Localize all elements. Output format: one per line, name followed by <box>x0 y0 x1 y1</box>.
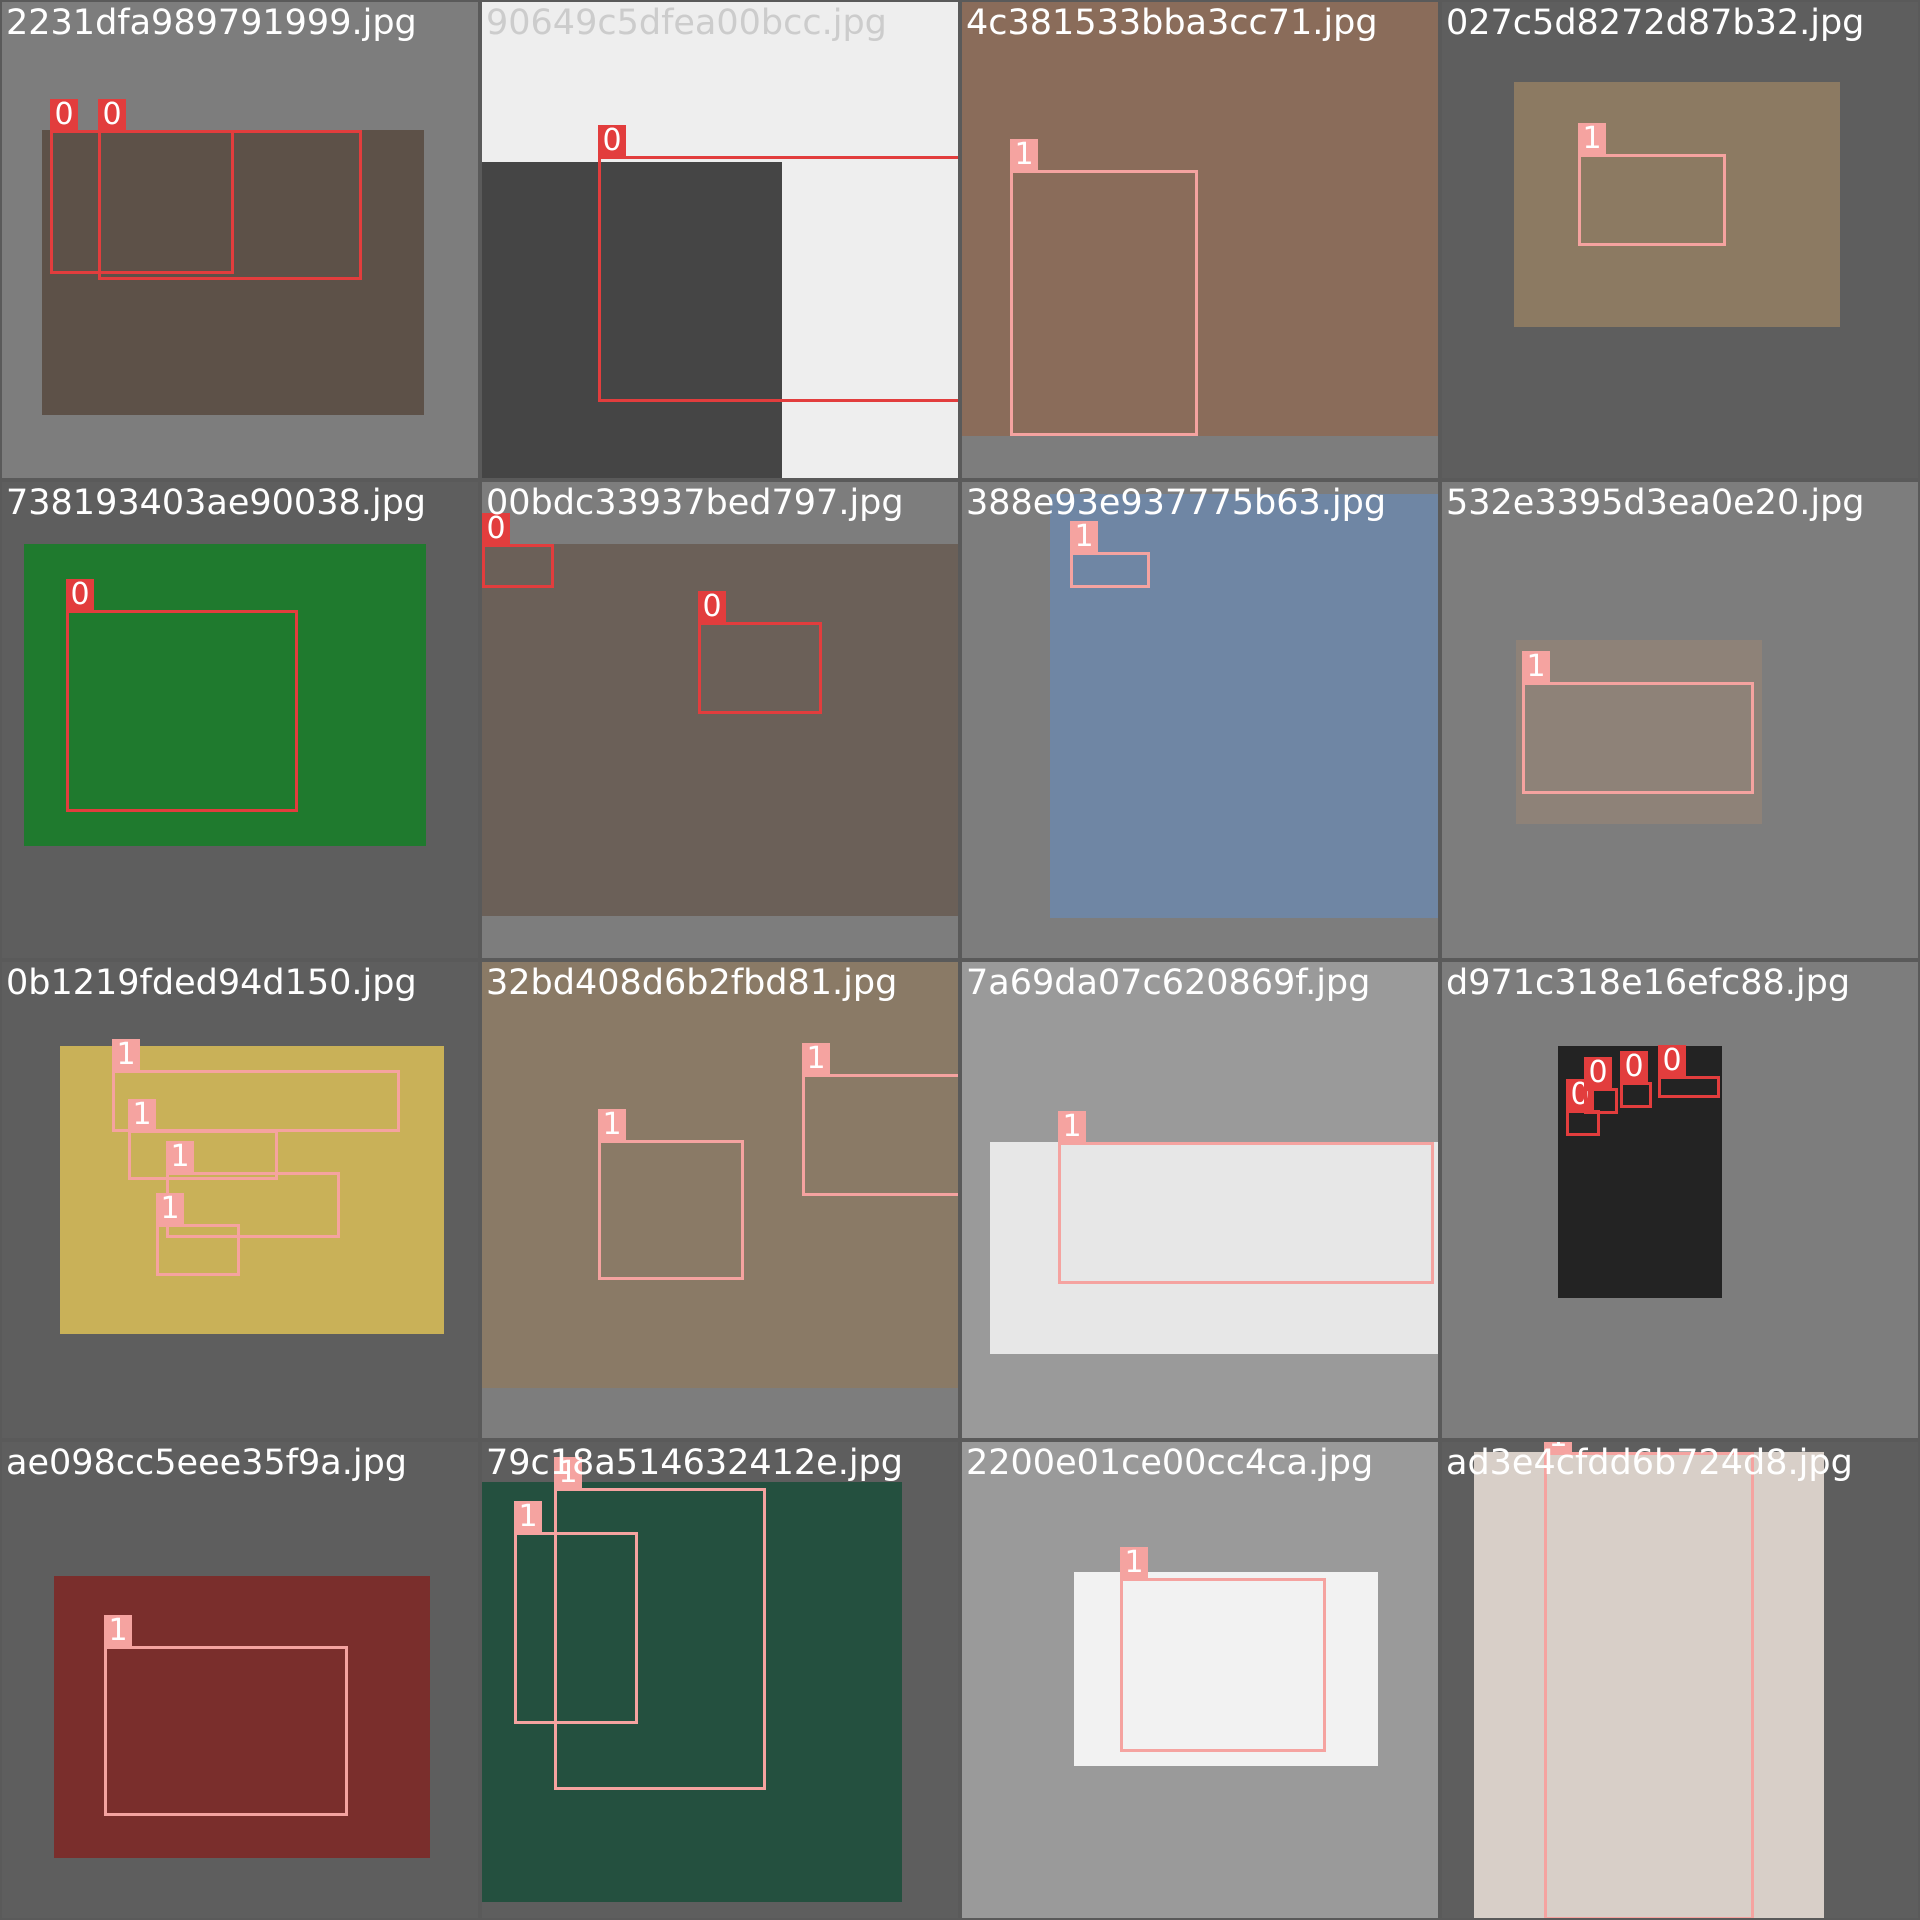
box-1: 1 <box>514 1501 638 1724</box>
box-0: 0 <box>482 513 554 588</box>
class-label: 0 <box>1620 1051 1648 1083</box>
class-label: 1 <box>166 1141 194 1173</box>
tile-photo <box>1474 1452 1824 1918</box>
class-label: 1 <box>1544 1442 1572 1453</box>
tile-filename: 0b1219fded94d150.jpg <box>6 963 417 1003</box>
tile-photo <box>482 962 958 1388</box>
class-label: 1 <box>554 1457 582 1489</box>
box-0: 0 <box>98 99 362 280</box>
tile-filename: d971c318e16efc88.jpg <box>1446 963 1851 1003</box>
tile-10: 32bd408d6b2fbd81.jpg 1 1 <box>480 960 960 1440</box>
class-label: 1 <box>128 1099 156 1131</box>
box-0: 0 <box>66 579 298 812</box>
class-label: 0 <box>698 591 726 623</box>
class-label: 0 <box>598 125 626 157</box>
tile-7: 388e93e937775b63.jpg 1 <box>960 480 1440 960</box>
tile-5: 738193403ae90038.jpg 0 <box>0 480 480 960</box>
class-label: 1 <box>156 1193 184 1225</box>
box-1: 1 <box>1070 521 1150 588</box>
tile-4: 027c5d8272d87b32.jpg 1 <box>1440 0 1920 480</box>
class-label: 1 <box>104 1615 132 1647</box>
tile-8: 532e3395d3ea0e20.jpg 1 <box>1440 480 1920 960</box>
box-0: 0 <box>1584 1057 1618 1114</box>
tile-13: ae098cc5eee35f9a.jpg 1 <box>0 1440 480 1920</box>
box-1: 1 <box>1120 1547 1326 1752</box>
tile-filename: 7a69da07c620869f.jpg <box>966 963 1371 1003</box>
box-1: 1 <box>598 1109 744 1280</box>
box-0: 0 <box>598 125 958 402</box>
tile-photo <box>1050 494 1438 918</box>
tile-filename: 4c381533bba3cc71.jpg <box>966 3 1378 43</box>
box-1: 1 <box>1058 1111 1434 1284</box>
class-label: 0 <box>1658 1045 1686 1077</box>
tile-filename: 388e93e937775b63.jpg <box>966 483 1387 523</box>
class-label: 0 <box>50 99 78 131</box>
tile-filename: 79c18a514632412e.jpg <box>486 1443 903 1483</box>
box-1: 1 <box>1544 1442 1754 1918</box>
box-1: 1 <box>156 1193 240 1276</box>
tile-2: 90649c5dfea00bcc.jpg 0 <box>480 0 960 480</box>
box-0: 0 <box>698 591 822 714</box>
tile-filename: 2231dfa989791999.jpg <box>6 3 417 43</box>
box-1: 1 <box>128 1099 278 1180</box>
tile-filename: 2200e01ce00cc4ca.jpg <box>966 1443 1374 1483</box>
class-label: 1 <box>514 1501 542 1533</box>
tile-filename: 738193403ae90038.jpg <box>6 483 427 523</box>
tile-9: 0b1219fded94d150.jpg 1 1 1 1 <box>0 960 480 1440</box>
tile-photo <box>482 1482 902 1902</box>
tile-filename: 00bdc33937bed797.jpg <box>486 483 904 523</box>
tile-photo <box>1074 1572 1378 1766</box>
box-1: 1 <box>1578 123 1726 246</box>
box-1: 1 <box>802 1043 958 1196</box>
tile-filename: ad3e4cfdd6b724d8.jpg <box>1446 1443 1853 1483</box>
tile-15: 2200e01ce00cc4ca.jpg 1 <box>960 1440 1440 1920</box>
box-0: 0 <box>1620 1051 1652 1108</box>
box-0: 0 <box>1658 1045 1720 1098</box>
class-label: 1 <box>1120 1547 1148 1579</box>
class-label: 0 <box>482 513 510 545</box>
tile-filename: ae098cc5eee35f9a.jpg <box>6 1443 407 1483</box>
tile-3: 4c381533bba3cc71.jpg 1 <box>960 0 1440 480</box>
class-label: 0 <box>66 579 94 611</box>
tile-1: 2231dfa989791999.jpg 0 0 <box>0 0 480 480</box>
tile-16: ad3e4cfdd6b724d8.jpg 1 <box>1440 1440 1920 1920</box>
tile-14: 79c18a514632412e.jpg 1 1 <box>480 1440 960 1920</box>
class-label: 0 <box>1584 1057 1612 1089</box>
class-label: 1 <box>1522 651 1550 683</box>
box-1: 1 <box>1010 139 1198 436</box>
tile-photo <box>1514 82 1840 327</box>
box-1: 1 <box>1522 651 1754 794</box>
box-1: 1 <box>104 1615 348 1816</box>
tile-filename: 32bd408d6b2fbd81.jpg <box>486 963 898 1003</box>
tile-photo <box>962 2 1438 436</box>
class-label: 0 <box>98 99 126 131</box>
class-label: 1 <box>1010 139 1038 171</box>
class-label: 1 <box>1058 1111 1086 1143</box>
tile-filename: 90649c5dfea00bcc.jpg <box>486 3 887 43</box>
class-label: 1 <box>112 1039 140 1071</box>
class-label: 1 <box>1070 521 1098 553</box>
tile-photo <box>990 1142 1438 1354</box>
tile-11: 7a69da07c620869f.jpg 1 <box>960 960 1440 1440</box>
class-label: 1 <box>1578 123 1606 155</box>
tile-filename: 532e3395d3ea0e20.jpg <box>1446 483 1865 523</box>
tile-filename: 027c5d8272d87b32.jpg <box>1446 3 1865 43</box>
class-label: 1 <box>802 1043 830 1075</box>
tile-photo <box>60 1046 444 1334</box>
class-label: 1 <box>598 1109 626 1141</box>
tile-12: d971c318e16efc88.jpg 0 0 0 0 <box>1440 960 1920 1440</box>
tile-6: 00bdc33937bed797.jpg 0 0 <box>480 480 960 960</box>
tile-photo <box>482 162 782 478</box>
box-1: 1 <box>554 1457 766 1790</box>
